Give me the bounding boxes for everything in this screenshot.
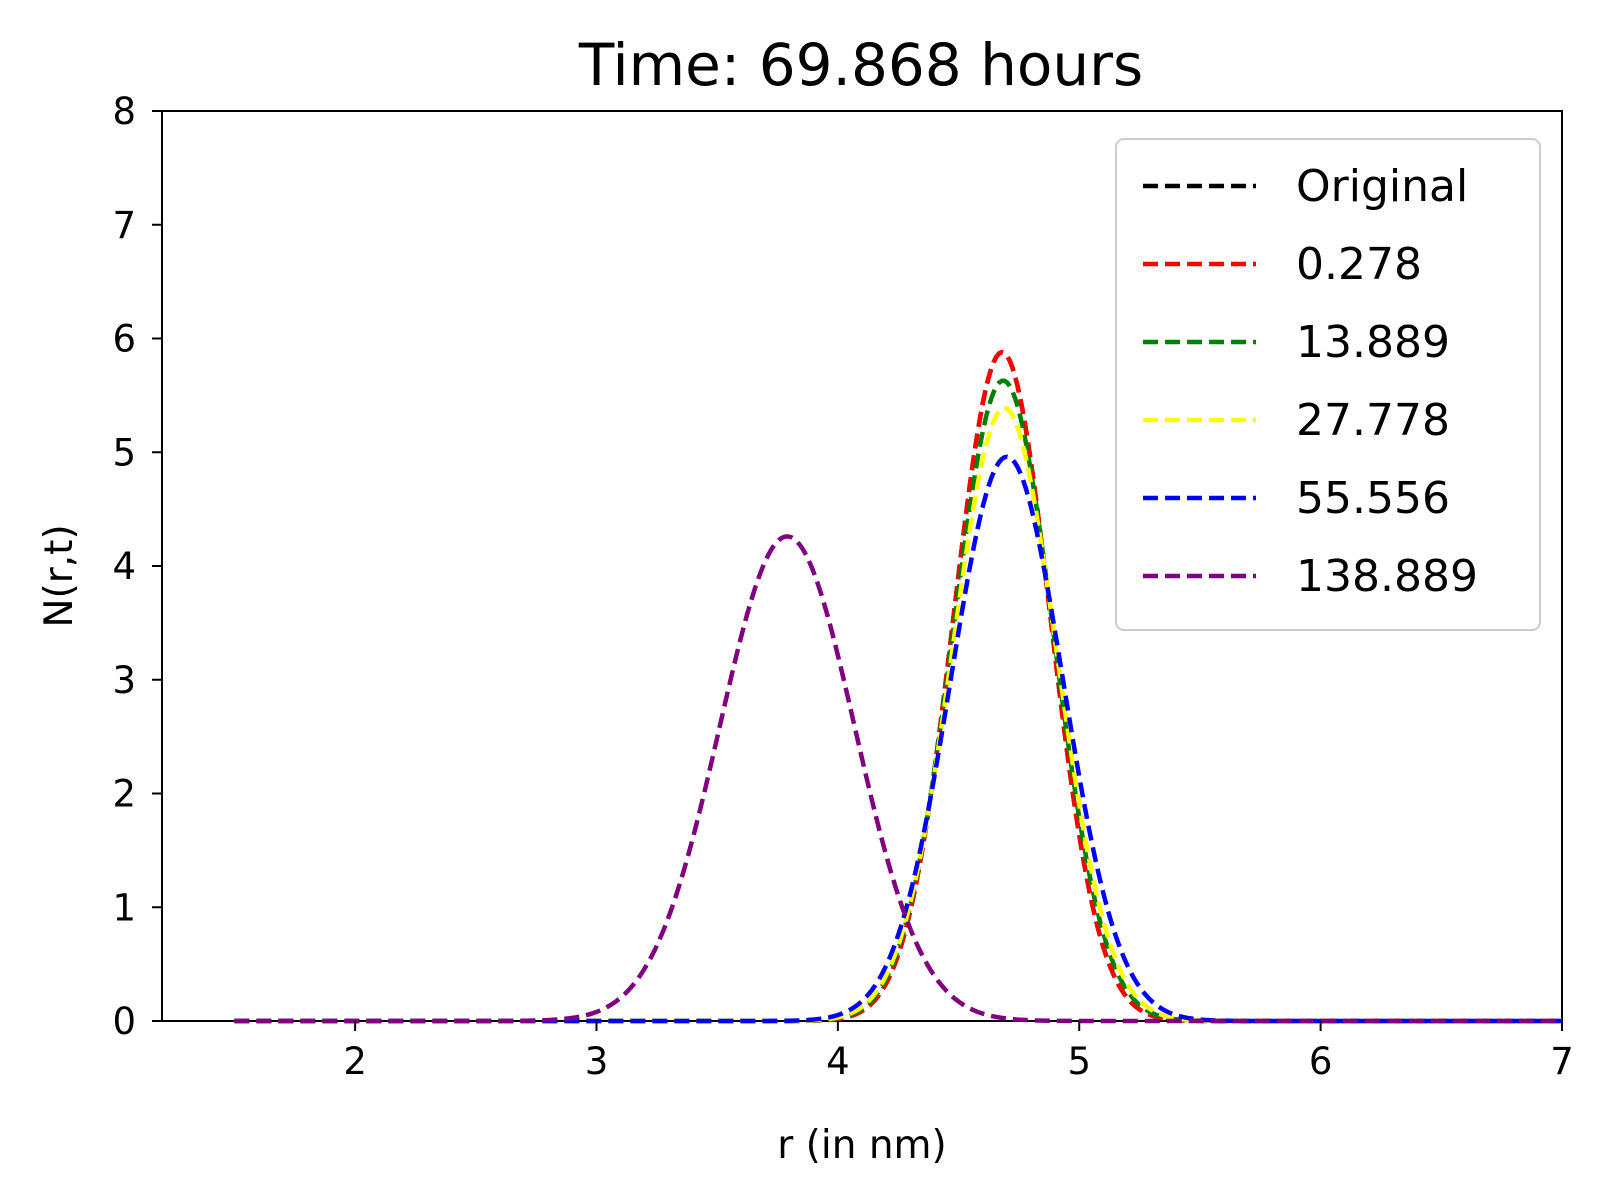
y-tick-label: 0: [112, 1000, 136, 1043]
y-tick-label: 8: [112, 90, 136, 133]
x-tick-label: 3: [585, 1040, 609, 1083]
x-tick-label: 5: [1067, 1040, 1091, 1083]
y-tick-label: 3: [112, 659, 136, 702]
legend-label: 0.278: [1296, 239, 1422, 290]
series-layer: [234, 349, 1562, 1024]
y-tick-label: 2: [112, 773, 136, 816]
legend-label: Original: [1296, 161, 1468, 212]
y-axis-title: N(r,t): [37, 524, 82, 627]
legend-label: 27.778: [1296, 395, 1450, 446]
y-tick-label: 6: [112, 318, 136, 361]
x-tick-label: 7: [1550, 1040, 1574, 1083]
x-axis-title: r (in nm): [777, 1123, 947, 1168]
x-tick-label: 2: [343, 1040, 367, 1083]
x-tick-label: 6: [1309, 1040, 1333, 1083]
y-tick-label: 5: [112, 431, 136, 474]
series-line-5: [234, 534, 1562, 1024]
legend-items: Original 0.278 13.889 27.778 55.556 138.889: [1143, 161, 1478, 602]
x-tick-label: 4: [826, 1040, 850, 1083]
legend: Original 0.278 13.889 27.778 55.556 138.889: [1115, 138, 1541, 631]
chart-title: Time: 69.868 hours: [578, 31, 1143, 99]
y-tick-label: 7: [112, 204, 136, 247]
y-tick-label: 4: [112, 545, 136, 588]
legend-label: 138.889: [1296, 551, 1478, 602]
legend-label: 13.889: [1296, 317, 1450, 368]
x-axis-ticks: 2 3 4 5 6 7: [343, 1021, 1574, 1083]
y-axis-ticks: 0 1 2 3 4 5 6 7 8: [112, 90, 162, 1043]
legend-label: 55.556: [1296, 473, 1450, 524]
y-tick-label: 1: [112, 886, 136, 929]
